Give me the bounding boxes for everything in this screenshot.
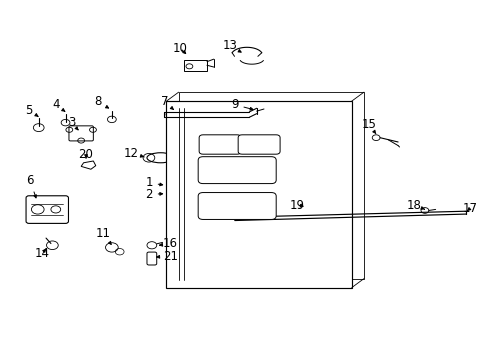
Text: 11: 11 — [95, 227, 111, 244]
Text: 3: 3 — [67, 116, 78, 130]
Text: 9: 9 — [230, 98, 252, 111]
Text: 18: 18 — [406, 199, 424, 212]
FancyBboxPatch shape — [198, 157, 276, 184]
Text: 17: 17 — [461, 202, 476, 215]
Text: 10: 10 — [172, 41, 187, 54]
Text: 2: 2 — [145, 188, 163, 201]
Text: 4: 4 — [52, 98, 65, 111]
Text: 14: 14 — [35, 247, 50, 260]
Text: 19: 19 — [289, 199, 304, 212]
FancyBboxPatch shape — [147, 252, 157, 265]
Ellipse shape — [305, 204, 320, 210]
Text: 21: 21 — [157, 249, 178, 262]
FancyBboxPatch shape — [198, 193, 276, 220]
FancyBboxPatch shape — [69, 126, 93, 141]
Text: 7: 7 — [161, 95, 173, 109]
Ellipse shape — [147, 153, 174, 163]
Bar — [183, 60, 206, 71]
Bar — [178, 92, 363, 279]
Text: 20: 20 — [79, 148, 93, 161]
Text: 13: 13 — [222, 39, 241, 52]
Bar — [166, 101, 351, 288]
FancyBboxPatch shape — [26, 196, 68, 224]
FancyBboxPatch shape — [199, 135, 241, 154]
Text: 15: 15 — [361, 118, 375, 134]
Text: 12: 12 — [123, 147, 144, 159]
Text: 1: 1 — [145, 176, 163, 189]
Polygon shape — [81, 161, 96, 169]
Text: 8: 8 — [94, 95, 108, 108]
Text: 5: 5 — [25, 104, 38, 117]
Text: 6: 6 — [26, 174, 37, 198]
FancyBboxPatch shape — [238, 135, 280, 154]
Text: 16: 16 — [159, 237, 178, 250]
